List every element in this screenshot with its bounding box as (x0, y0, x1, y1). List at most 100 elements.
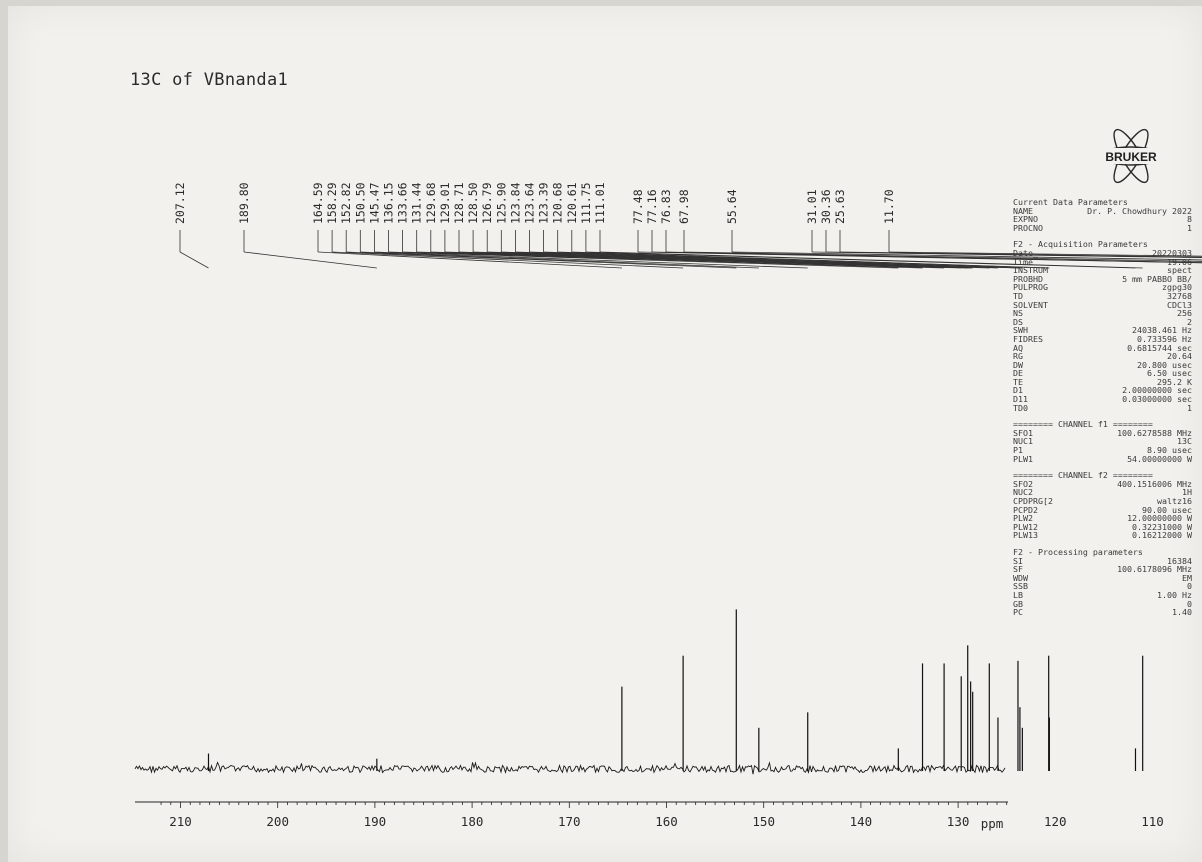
param-key: PROCNO (1013, 222, 1043, 233)
param-row: PCPD2 90.00 usec (1013, 504, 1198, 515)
param-key: PROBHD (1013, 273, 1043, 284)
param-row: PLW1 54.00000000 W (1013, 455, 1198, 464)
label-leader (179, 251, 209, 269)
param-row: TD0 1 (1013, 404, 1198, 413)
peak-label: 31.01 (805, 189, 819, 224)
label-leader (571, 251, 1050, 269)
x-tick-label: 180 (461, 814, 484, 829)
param-row: GB 0 (1013, 598, 1198, 609)
label-leader (243, 251, 377, 269)
param-value: 20.64 (1167, 351, 1192, 362)
param-key: SFO2 (1013, 478, 1033, 489)
param-row: TD 32768 (1013, 292, 1198, 301)
param-row: NUC1 13C (1013, 437, 1198, 446)
param-value: 0 (1187, 581, 1192, 592)
peak-labels-group: 207.12 189.80 164.59 158.29 152.82 150.50 145.… (173, 182, 1202, 269)
x-tick-label: 140 (850, 814, 873, 829)
param-value: 1.00 Hz (1157, 589, 1192, 600)
param-row: NAME Dr. P. Chowdhury 2022 (1013, 206, 1198, 216)
param-key: NUC1 (1013, 436, 1033, 447)
bruker-logo-icon: BRUKER (1100, 128, 1162, 184)
param-row: LB 1.00 Hz (1013, 591, 1198, 600)
param-value: 19.06 (1167, 256, 1192, 267)
param-row: DS 2 (1013, 318, 1198, 327)
param-key: INSTRUM (1013, 265, 1048, 276)
param-value: 0.733596 Hz (1137, 333, 1192, 344)
param-row: Date_ 20220303 (1013, 249, 1198, 258)
bruker-logo-text: BRUKER (1105, 150, 1157, 164)
peak-label: 152.82 (339, 182, 353, 224)
param-row: SSB 0 (1013, 582, 1198, 591)
x-tick-label: 110 (1141, 814, 1164, 829)
param-value: 1.40 (1172, 607, 1192, 618)
x-tick-label: 210 (169, 814, 192, 829)
param-value: 256 (1177, 308, 1192, 319)
label-leader (683, 251, 1202, 262)
param-value: 295.2 K (1157, 376, 1192, 387)
param-row: TE 295.2 K (1013, 378, 1198, 387)
param-key: CPDPRG[2 (1013, 496, 1053, 506)
param-key: AQ (1013, 342, 1023, 353)
param-value: waltz16 (1157, 496, 1192, 506)
param-value: 0 (1187, 598, 1192, 609)
x-tick-label: 120 (1044, 814, 1067, 829)
param-row: SI 16384 (1013, 556, 1198, 566)
param-key: GB (1013, 598, 1023, 609)
param-row: P1 8.90 usec (1013, 446, 1198, 455)
param-value: 1 (1187, 402, 1192, 413)
param-key: Time (1013, 256, 1033, 267)
param-value: 2.00000000 sec (1122, 385, 1192, 396)
label-leader (346, 251, 737, 269)
param-value: CDCl3 (1167, 299, 1192, 310)
peak-label: 128.71 (452, 182, 466, 224)
peak-label: 30.36 (819, 189, 833, 224)
param-key: PCPD2 (1013, 504, 1038, 515)
peak-label: 111.01 (593, 182, 607, 224)
label-leader (839, 251, 1202, 258)
label-leader (332, 251, 684, 269)
peak-label: 77.16 (645, 189, 659, 224)
param-value: 24038.461 Hz (1132, 325, 1192, 336)
param-value: 1 (1187, 222, 1192, 233)
x-tick-label: 200 (266, 814, 289, 829)
param-row: EXPNO 8 (1013, 215, 1198, 224)
label-leader (543, 251, 1023, 269)
peak-label: 189.80 (237, 182, 251, 224)
param-key: D11 (1013, 394, 1028, 405)
param-value: 8.90 usec (1147, 445, 1192, 456)
param-row: DW 20.800 usec (1013, 361, 1198, 370)
label-leader (473, 251, 973, 269)
param-row: PLW12 0.32231000 W (1013, 523, 1198, 532)
peak-label: 125.90 (494, 182, 508, 224)
peak-label: 111.75 (579, 182, 593, 224)
peak-label: 145.47 (367, 182, 381, 224)
param-value: 13C (1177, 436, 1192, 447)
param-key: NUC2 (1013, 487, 1033, 498)
peaks-group (207, 609, 1144, 771)
param-row: PLW2 12.00000000 W (1013, 514, 1198, 523)
label-leader (731, 251, 1202, 261)
param-key: P1 (1013, 445, 1023, 456)
label-leader (501, 251, 998, 269)
param-key: DS (1013, 316, 1023, 327)
peak-label: 164.59 (311, 182, 325, 224)
label-leader (388, 251, 899, 269)
param-key: SWH (1013, 325, 1028, 336)
param-row: WDW EM (1013, 574, 1198, 583)
param-value: 90.00 usec (1142, 504, 1192, 515)
param-key: FIDRES (1013, 333, 1043, 344)
param-key: DE (1013, 368, 1023, 379)
x-tick-label: 190 (364, 814, 387, 829)
param-key: Date_ (1013, 247, 1038, 258)
param-value: 0.6815744 sec (1127, 342, 1192, 353)
param-value: 0.16212000 W (1132, 530, 1192, 541)
param-section-header: ======== CHANNEL f1 ======== (1013, 419, 1153, 430)
peak-label: 128.50 (466, 182, 480, 224)
param-key: EXPNO (1013, 214, 1038, 225)
param-section-header: F2 - Processing parameters (1013, 546, 1143, 557)
param-key: PLW1 (1013, 453, 1033, 464)
param-key: PULPROG (1013, 282, 1048, 293)
label-leader (402, 251, 923, 269)
peak-label: 123.84 (508, 182, 522, 224)
param-value: spect (1167, 265, 1192, 276)
